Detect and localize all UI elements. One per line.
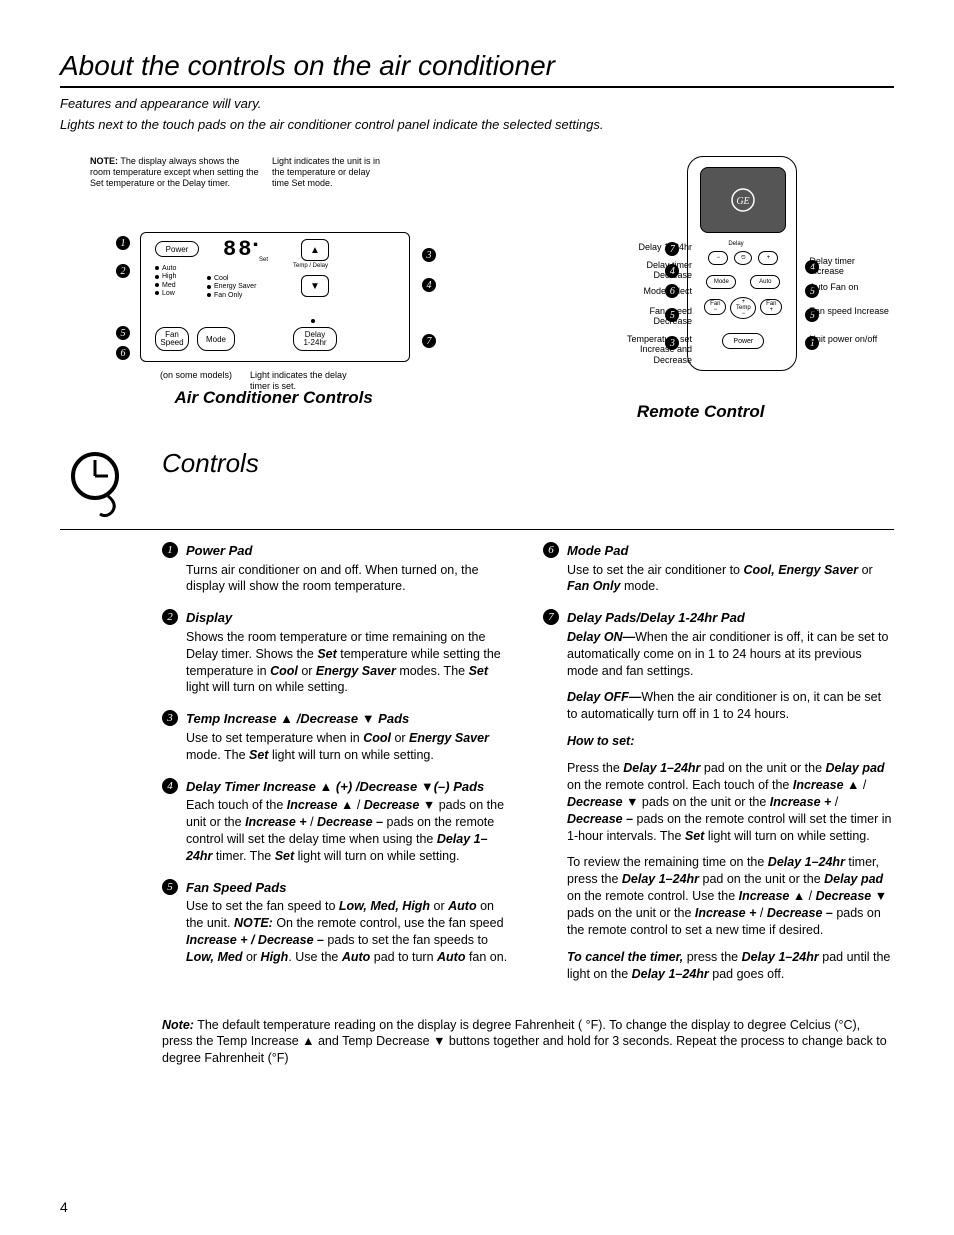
diagrams-row: NOTE: The display always shows the room … <box>60 156 894 436</box>
badge-item-3: 3 <box>162 710 178 726</box>
item-mode-pad: 6 Mode Pad Use to set the air conditione… <box>543 542 894 595</box>
col-right: 6 Mode Pad Use to set the air conditione… <box>543 542 894 997</box>
item-delay-timer-pads: 4 Delay Timer Increase ▲ (+) /Decrease ▼… <box>162 778 513 865</box>
power-button[interactable]: Power <box>155 241 199 257</box>
panel-light-note: Light indicates the unit is in the tempe… <box>272 156 382 188</box>
badge-item-7: 7 <box>543 609 559 625</box>
badge-7: 7 <box>422 334 436 348</box>
remote-label-fan-inc: Fan speed Increase <box>809 306 889 316</box>
remote-temp-button[interactable]: +Temp− <box>730 297 756 319</box>
remote-badge-7l: 7 <box>665 242 679 256</box>
remote-label-delay124: Delay 1–24hr <box>612 242 692 252</box>
remote-label-fan-dec: Fan speed Decrease <box>612 306 692 327</box>
page-title: About the controls on the air conditione… <box>60 50 894 88</box>
control-panel: Power 88■ Set Auto High Med Low Cool Ene… <box>140 232 410 362</box>
item-temp-pads: 3 Temp Increase ▲ /Decrease ▼ Pads Use t… <box>162 710 513 763</box>
temp-up-button[interactable]: ▲ <box>301 239 329 261</box>
remote-power-button[interactable]: Power <box>722 333 764 349</box>
delay-button[interactable]: Delay 1-24hr <box>293 327 337 351</box>
remote-label-delay-dec: Delay timer Decrease <box>612 260 692 281</box>
badge-2: 2 <box>116 264 130 278</box>
badge-item-1: 1 <box>162 542 178 558</box>
temp-delay-label: Temp / Delay <box>293 263 328 269</box>
remote-screen: GE <box>700 167 786 233</box>
badge-item-6: 6 <box>543 542 559 558</box>
panel-note: NOTE: The display always shows the room … <box>90 156 260 188</box>
remote-diagram: GE Delay − ⏲ + Mode Auto Fan− +Temp− Fan… <box>507 156 894 416</box>
badge-item-4: 4 <box>162 778 178 794</box>
controls-title: Controls <box>162 448 894 479</box>
remote-label-temp: Temperature set Increase and Decrease <box>612 334 692 365</box>
page-number: 4 <box>60 1199 68 1215</box>
remote-label-power: Unit power on/off <box>809 334 889 344</box>
remote-label-mode: Mode select <box>612 286 692 296</box>
remote-delay-plus[interactable]: + <box>758 251 778 265</box>
svg-text:GE: GE <box>737 196 750 207</box>
remote-mode-button[interactable]: Mode <box>706 275 736 289</box>
remote-delay-minus[interactable]: − <box>708 251 728 265</box>
footnote: Note: The default temperature reading on… <box>162 1017 894 1068</box>
remote-auto-button[interactable]: Auto <box>750 275 780 289</box>
badge-1: 1 <box>116 236 130 250</box>
remote-outline: GE Delay − ⏲ + Mode Auto Fan− +Temp− Fan… <box>687 156 797 371</box>
delay-indicator-dot <box>311 319 315 323</box>
remote-delay-center[interactable]: ⏲ <box>734 251 752 265</box>
remote-label-delay-inc: Delay timer Increase <box>809 256 889 277</box>
col-left: 1 Power Pad Turns air conditioner on and… <box>162 542 513 997</box>
badge-item-5: 5 <box>162 879 178 895</box>
remote-delay-label: Delay <box>728 241 743 247</box>
remote-fan-plus[interactable]: Fan+ <box>760 299 782 315</box>
intro-line-2: Lights next to the touch pads on the air… <box>60 117 894 132</box>
controls-header: Controls <box>60 448 894 530</box>
some-models-note: (on some models) <box>160 370 232 380</box>
fan-indicators: Auto High Med Low <box>155 265 176 299</box>
ac-panel-diagram: NOTE: The display always shows the room … <box>60 156 487 408</box>
controls-icon <box>60 448 150 523</box>
remote-fan-minus[interactable]: Fan− <box>704 299 726 315</box>
badge-6: 6 <box>116 346 130 360</box>
badge-4: 4 <box>422 278 436 292</box>
temp-down-button[interactable]: ▼ <box>301 275 329 297</box>
remote-title: Remote Control <box>507 402 894 422</box>
mode-button[interactable]: Mode <box>197 327 235 351</box>
remote-label-autofan: Auto Fan on <box>809 282 889 292</box>
delay-light-note: Light indicates the delay timer is set. <box>250 370 350 392</box>
badge-item-2: 2 <box>162 609 178 625</box>
item-delay-pads: 7 Delay Pads/Delay 1-24hr Pad Delay ON—W… <box>543 609 894 982</box>
item-power-pad: 1 Power Pad Turns air conditioner on and… <box>162 542 513 595</box>
fan-speed-button[interactable]: Fan Speed <box>155 327 189 351</box>
set-label: Set <box>259 257 268 263</box>
badge-3: 3 <box>422 248 436 262</box>
item-fan-speed-pads: 5 Fan Speed Pads Use to set the fan spee… <box>162 879 513 966</box>
badge-5: 5 <box>116 326 130 340</box>
intro-line-1: Features and appearance will vary. <box>60 96 894 111</box>
item-display: 2 Display Shows the room temperature or … <box>162 609 513 696</box>
mode-indicators: Cool Energy Saver Fan Only <box>207 275 256 300</box>
controls-columns: 1 Power Pad Turns air conditioner on and… <box>162 542 894 997</box>
display-readout: 88■ <box>223 237 260 262</box>
ge-logo-icon: GE <box>731 188 755 212</box>
